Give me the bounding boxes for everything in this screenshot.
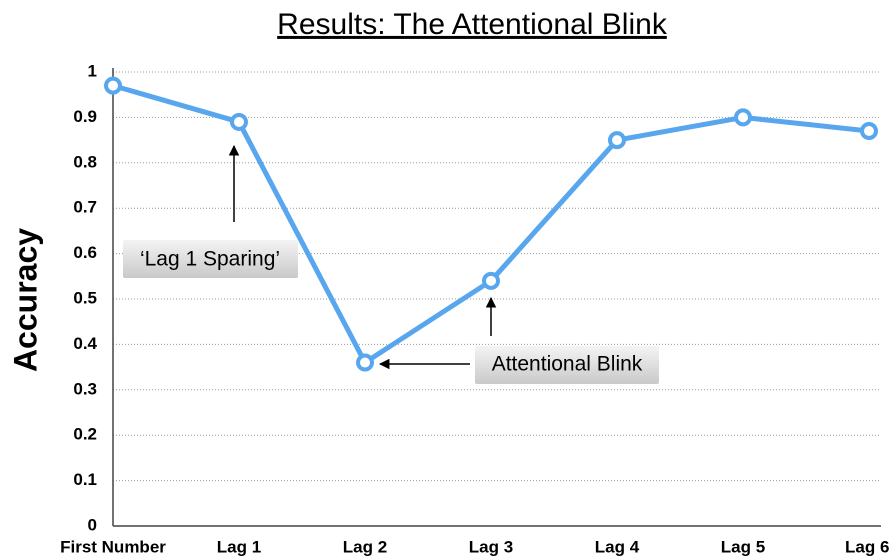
x-tick-label: Lag 1 xyxy=(217,537,261,556)
y-tick-label: 0.6 xyxy=(73,243,97,262)
x-tick-label: Lag 6 xyxy=(845,537,889,556)
annotation-box xyxy=(475,346,659,384)
y-tick-label: 0.5 xyxy=(73,288,97,307)
y-axis-label: Accuracy xyxy=(7,228,43,372)
x-tick-label: Lag 4 xyxy=(595,537,640,556)
x-tick-label: First Number xyxy=(60,537,166,556)
annotation-text: Attentional Blink xyxy=(492,353,643,376)
y-tick-label: 0.8 xyxy=(73,152,97,171)
y-tick-label: 0.3 xyxy=(73,379,97,398)
y-tick-label: 0.7 xyxy=(73,198,97,217)
y-tick-label: 0.4 xyxy=(73,334,97,353)
y-tick-label: 0.1 xyxy=(73,470,97,489)
marker xyxy=(860,122,878,141)
y-tick-label: 0 xyxy=(88,515,97,534)
annotation-lag1: ‘Lag 1 Sparing’ xyxy=(123,144,298,278)
marker xyxy=(734,108,752,127)
x-tick-label: Lag 3 xyxy=(469,537,513,556)
marker xyxy=(482,271,500,290)
x-tick-label: Lag 5 xyxy=(721,537,765,556)
plot-area: 0 0.1 0.2 0.3 0.4 0.5 0.6 0.7 0.8 0.9 1 First Numbe… xyxy=(60,61,889,556)
annotation-box xyxy=(123,240,298,278)
marker xyxy=(608,131,626,150)
chart-title: Results: The Attentional Blink xyxy=(277,8,668,41)
y-tick-label: 1 xyxy=(88,61,97,80)
y-tick-label: 0.9 xyxy=(73,107,97,126)
annotation-text: ‘Lag 1 Sparing’ xyxy=(140,248,280,271)
y-tick-label: 0.2 xyxy=(73,425,97,444)
annotation-blink: Attentional Blink xyxy=(378,296,659,384)
x-tick-label: Lag 2 xyxy=(343,537,387,556)
marker xyxy=(104,76,122,95)
marker xyxy=(356,353,374,372)
marker xyxy=(230,112,248,131)
